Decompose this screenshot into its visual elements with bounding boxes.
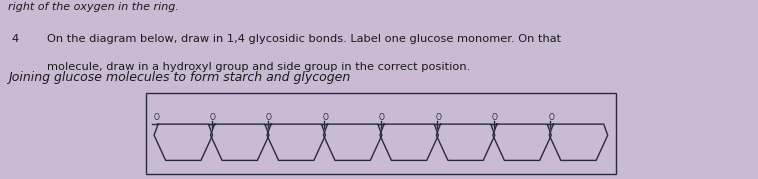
Text: O: O [323, 113, 328, 122]
Text: right of the oxygen in the ring.: right of the oxygen in the ring. [8, 2, 178, 12]
Text: O: O [492, 113, 498, 122]
Text: O: O [153, 113, 159, 122]
Text: On the diagram below, draw in 1,4 glycosidic bonds. Label one glucose monomer. O: On the diagram below, draw in 1,4 glycos… [47, 34, 561, 44]
Text: O: O [210, 113, 215, 122]
Text: O: O [266, 113, 272, 122]
Text: O: O [548, 113, 554, 122]
Text: O: O [436, 113, 441, 122]
Text: molecule, draw in a hydroxyl group and side group in the correct position.: molecule, draw in a hydroxyl group and s… [47, 62, 470, 72]
Text: Joining glucose molecules to form starch and glycogen: Joining glucose molecules to form starch… [8, 71, 350, 84]
Text: O: O [379, 113, 385, 122]
Text: 4: 4 [11, 34, 18, 44]
